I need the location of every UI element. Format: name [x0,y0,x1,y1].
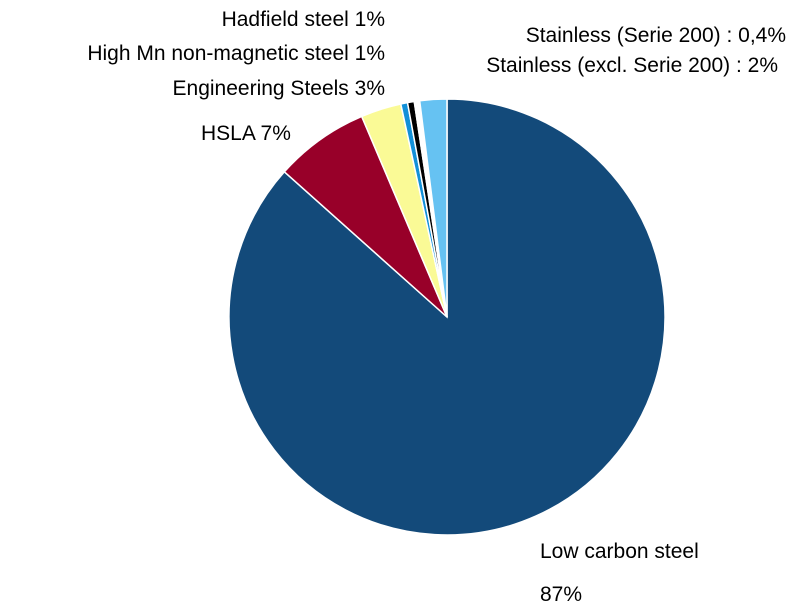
pie-label-stainless-serie-200: Stainless (Serie 200) : 0,4% [526,24,786,47]
pie-label-stainless-excl-serie-200: Stainless (excl. Serie 200) : 2% [486,54,778,77]
pie-label-high-mn-non-magnetic-steel: High Mn non-magnetic steel 1% [87,42,385,65]
pie-label-low-carbon-steel-line-2: 87% [540,583,582,604]
pie-label-hsla: HSLA 7% [201,122,291,145]
pie-label-hadfield-steel: Hadfield steel 1% [222,8,385,31]
pie-labels: Low carbon steel 87% HSLA 7% Engineering St… [87,8,786,604]
pie-slice-stainless-excl-serie-200 [418,98,448,318]
pie-label-low-carbon-steel-line-1: Low carbon steel [540,540,699,563]
pie-slices [228,98,666,536]
pie-label-engineering-steels: Engineering Steels 3% [173,77,385,100]
